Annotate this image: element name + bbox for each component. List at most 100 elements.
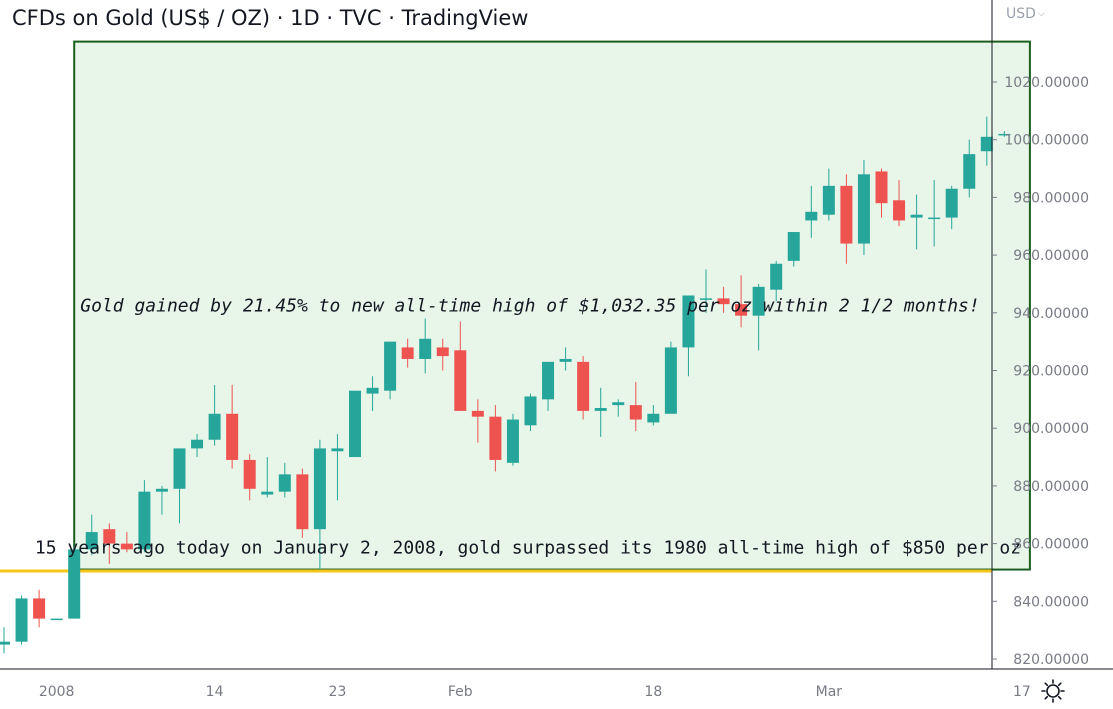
candle-body [68, 549, 81, 619]
annotation-breakout-text: 15 years ago today on January 2, 2008, g… [35, 538, 1021, 559]
candle [506, 413, 519, 466]
candle-body [331, 448, 344, 452]
candle [524, 393, 537, 432]
candle-body [700, 298, 712, 300]
candle [682, 295, 695, 377]
candle-body [664, 347, 677, 414]
candle [664, 341, 677, 414]
candle [191, 433, 204, 458]
candle [963, 139, 976, 198]
candle [384, 341, 397, 400]
y-tick-label: 1020.00000 [1004, 75, 1089, 91]
candle-body [928, 217, 941, 220]
y-tick-label: 820.00000 [1013, 652, 1089, 668]
candle-body [998, 133, 1011, 136]
candle [243, 454, 256, 501]
currency-selector[interactable]: USD ⌵ [1006, 6, 1045, 22]
candle [436, 338, 449, 371]
candle [401, 338, 414, 368]
candle-body [612, 402, 625, 406]
candle-body [963, 154, 976, 189]
candle-body [489, 416, 502, 460]
candle [313, 439, 326, 570]
candle-body [120, 543, 133, 550]
candle [735, 275, 748, 328]
candle [945, 185, 958, 230]
candle-body [822, 185, 835, 215]
x-tick-label: 23 [329, 684, 347, 700]
y-tick-label: 940.00000 [1013, 306, 1089, 322]
candles-layer [0, 116, 1011, 654]
candle [559, 347, 572, 371]
candle [471, 399, 484, 443]
candle-body [454, 350, 467, 411]
candle-body [980, 136, 993, 152]
candle-body [752, 286, 765, 316]
candle [910, 194, 923, 250]
candle [840, 174, 853, 264]
candle [331, 433, 344, 501]
candle [155, 485, 168, 515]
candle [612, 399, 625, 417]
candle [594, 387, 607, 437]
candle [15, 595, 28, 645]
x-tick-label: 14 [206, 684, 224, 700]
candle-body [278, 474, 291, 492]
candle-body [226, 413, 239, 460]
candle-body [366, 387, 379, 394]
y-tick-label: 840.00000 [1013, 594, 1089, 610]
currency-label: USD [1006, 6, 1036, 22]
candle-body [15, 598, 28, 642]
candle [173, 448, 186, 524]
candle-body [893, 200, 906, 221]
candle [542, 361, 555, 411]
candle [0, 627, 10, 654]
candle [700, 269, 712, 313]
candle-body [103, 529, 116, 544]
candle-body [419, 338, 432, 359]
candle-body [85, 532, 98, 550]
candle [752, 283, 765, 351]
y-tick-label: 900.00000 [1013, 421, 1089, 437]
candle [138, 480, 151, 553]
candle [805, 185, 818, 238]
candle-body [384, 341, 397, 391]
candle-body [401, 347, 414, 359]
candle [577, 356, 590, 420]
chevron-down-icon: ⌵ [1037, 9, 1045, 19]
candle-body [910, 214, 923, 218]
candle-body [559, 358, 572, 362]
candle [226, 384, 239, 469]
x-tick-label: Feb [448, 684, 473, 700]
candle [928, 180, 941, 247]
candle-body [945, 188, 958, 218]
annotation-box-layer [73, 40, 1031, 571]
y-tick-label: 960.00000 [1013, 248, 1089, 264]
candle [629, 382, 642, 432]
candle-body [0, 641, 10, 645]
candle-body [542, 361, 555, 400]
x-tick-label: Mar [816, 684, 843, 700]
chart-title: CFDs on Gold (US$ / OZ) · 1D · TVC · Tra… [12, 6, 529, 30]
y-tick-label: 860.00000 [1013, 537, 1089, 553]
candle [278, 462, 291, 498]
candle [875, 168, 888, 218]
candle [68, 546, 81, 619]
candle-body [436, 347, 449, 357]
candle-body [471, 410, 484, 417]
candle [296, 468, 309, 538]
x-tick-label: 2008 [39, 684, 75, 700]
settings-gear-icon[interactable] [1040, 678, 1066, 704]
candle-body [50, 618, 63, 621]
candle [261, 457, 274, 498]
candle-body [261, 491, 274, 495]
y-tick-label: 920.00000 [1013, 364, 1089, 380]
candle [998, 131, 1011, 137]
candle-body [787, 232, 800, 261]
candle [454, 321, 467, 411]
candle-body [138, 491, 151, 550]
candle [33, 589, 46, 628]
candle-body [805, 211, 818, 221]
